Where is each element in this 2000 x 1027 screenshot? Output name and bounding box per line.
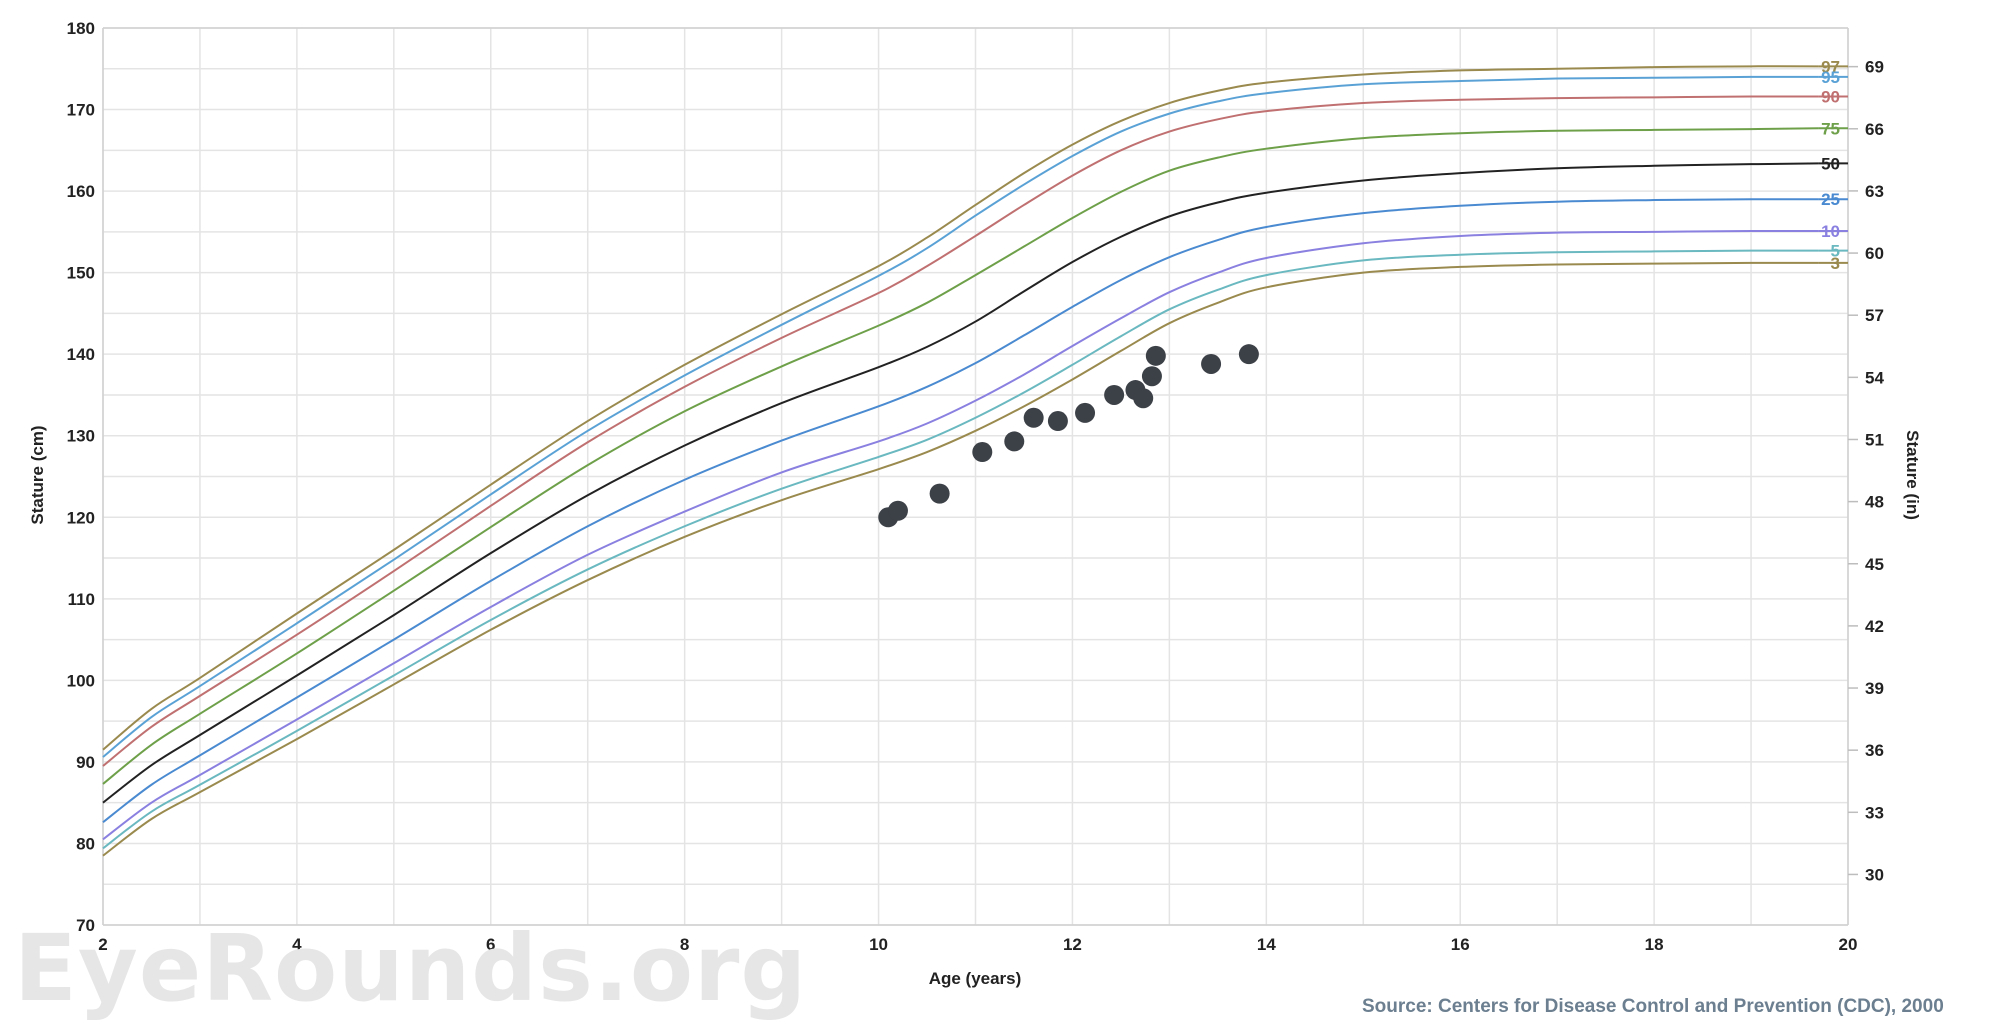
percentile-label-90: 90 [1821,87,1840,106]
x-tick-label: 2 [98,935,107,954]
percentile-label-50: 50 [1821,154,1840,173]
y-tick-label: 90 [76,753,95,772]
y-right-tick-label: 39 [1865,679,1884,698]
percentile-label-75: 75 [1821,119,1840,138]
y-tick-label: 130 [67,427,95,446]
y-axis-title-right: Stature (in) [1903,430,1922,520]
percentile-curve-75 [102,127,1819,785]
patient-measurement-point [1141,366,1162,387]
percentile-label-5: 5 [1831,242,1840,261]
chart-axes [102,27,1858,926]
y-right-tick-label: 54 [1865,368,1884,387]
percentile-label-3: 3 [1831,254,1840,273]
x-tick-label: 14 [1257,935,1276,954]
patient-measurement-point [887,500,908,521]
y-tick-label: 110 [68,590,95,609]
y-tick-label: 120 [67,508,95,527]
y-right-tick-label: 66 [1865,120,1884,139]
patient-measurement-point [929,483,950,504]
patient-measurement-point [1201,353,1222,374]
percentile-curve-95 [102,75,1819,758]
data-points [878,344,1259,528]
y-right-tick-label: 45 [1865,555,1884,574]
y-tick-label: 70 [76,916,95,935]
y-axis-title-left: Stature (cm) [28,425,47,524]
percentile-label-95: 95 [1821,68,1840,87]
y-tick-label: 80 [76,834,95,853]
y-right-tick-label: 36 [1865,741,1884,760]
chart-grid [102,27,1849,926]
y-right-tick-label: 42 [1865,617,1884,636]
x-tick-label: 20 [1839,935,1858,954]
x-tick-label: 8 [680,935,689,954]
patient-measurement-point [1075,402,1096,423]
x-tick-label: 6 [486,935,495,954]
y-right-tick-label: 48 [1865,493,1884,512]
y-right-tick-label: 63 [1865,182,1884,201]
y-tick-label: 100 [67,671,95,690]
percentile-label-10: 10 [1821,222,1840,241]
patient-measurement-point [1238,344,1259,365]
patient-measurement-point [972,442,993,463]
x-tick-label: 16 [1451,935,1470,954]
percentile-curve-97 [102,65,1819,751]
y-tick-label: 140 [67,345,95,364]
x-tick-label: 12 [1063,935,1082,954]
x-axis-title: Age (years) [929,969,1022,988]
percentile-curve-25 [102,198,1819,824]
percentile-curve-3 [102,261,1819,857]
watermark-logo: EyeRounds.org [14,915,808,1022]
y-right-tick-label: 33 [1865,803,1884,822]
patient-measurement-point [1104,384,1125,405]
tick-labels: 2 4 6 8 10 12 14 16 18 20 70 80 90 100 110 120 130 140 150… [67,19,1885,954]
percentile-curve-5 [102,249,1819,850]
y-right-tick-label: 51 [1865,430,1884,449]
y-right-tick-label: 57 [1865,306,1884,325]
source-note: Source: Centers for Disease Control and … [1362,996,1944,1017]
y-right-tick-label: 30 [1865,865,1884,884]
patient-measurement-point [1133,388,1154,409]
y-tick-label: 180 [67,19,95,38]
y-right-tick-label: 69 [1865,58,1884,77]
patient-measurement-point [1023,407,1044,428]
x-tick-label: 18 [1645,935,1664,954]
patient-measurement-point [1004,431,1025,452]
patient-measurement-point [1047,411,1068,432]
patient-measurement-point [1145,345,1166,366]
percentile-curve-10 [102,229,1819,841]
y-right-tick-label: 60 [1865,244,1884,263]
y-tick-label: 170 [67,101,95,120]
y-tick-label: 160 [67,182,95,201]
percentile-label-25: 25 [1821,190,1840,209]
x-tick-label: 10 [869,935,888,954]
percentile-label-97: 97 [1821,57,1840,76]
percentile-curve-50 [102,162,1819,804]
percentile-curve-90 [102,95,1819,767]
y-tick-label: 150 [67,264,95,283]
x-tick-label: 4 [292,935,302,954]
